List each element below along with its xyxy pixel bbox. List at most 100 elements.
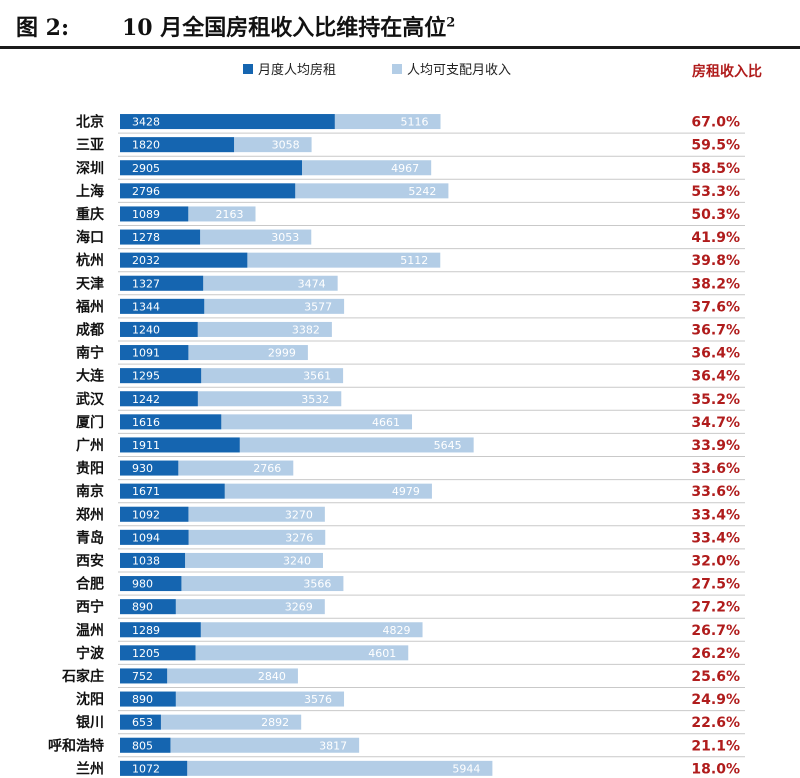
rent-value-label: 2796 — [132, 185, 160, 198]
income-value-label: 3532 — [301, 393, 329, 406]
rent-bar — [120, 414, 222, 430]
ratio-value: 67.0% — [691, 115, 740, 131]
rent-value-label: 2905 — [132, 162, 160, 175]
legend-swatch-income — [392, 64, 402, 74]
city-label: 三亚 — [76, 138, 104, 154]
chart-row: 郑州 1092 3270 33.4% — [76, 506, 745, 527]
rent-value-label: 1820 — [132, 139, 160, 152]
chart-row: 西安 1038 3240 32.0% — [76, 552, 745, 573]
city-label: 合肥 — [76, 576, 104, 593]
chart-row: 三亚 1820 3058 59.5% — [76, 137, 745, 157]
city-label: 上海 — [76, 183, 104, 200]
rent-value-label: 1295 — [132, 370, 160, 383]
city-label: 沈阳 — [76, 691, 104, 708]
rent-bar — [120, 391, 198, 407]
legend: 月度人均房租 人均可支配月收入 房租收入比 — [243, 62, 762, 80]
rent-bar — [120, 483, 225, 499]
chart-row: 温州 1289 4829 26.7% — [76, 622, 745, 642]
city-label: 南京 — [76, 483, 104, 500]
legend-label-income: 人均可支配月收入 — [407, 63, 511, 78]
chart-row: 南宁 1091 2999 36.4% — [76, 345, 745, 365]
chart-row: 天津 1327 3474 38.2% — [76, 275, 745, 296]
rent-value-label: 805 — [132, 739, 153, 752]
rent-bar — [120, 183, 296, 199]
city-label: 宁波 — [76, 645, 105, 662]
city-label: 西安 — [76, 552, 104, 569]
chart-row: 北京 3428 5116 67.0% — [76, 114, 745, 134]
city-label: 青岛 — [76, 529, 104, 546]
rent-bar — [120, 229, 201, 245]
income-value-label: 3269 — [285, 601, 313, 614]
city-label: 石家庄 — [61, 668, 104, 685]
rent-bar — [120, 529, 189, 545]
ratio-value: 36.7% — [691, 322, 740, 338]
rent-value-label: 1092 — [132, 508, 160, 521]
rent-value-label: 1240 — [132, 323, 160, 336]
income-value-label: 2766 — [253, 462, 281, 475]
income-value-label: 5112 — [400, 254, 428, 267]
income-value-label: 5645 — [434, 439, 462, 452]
ratio-value: 24.9% — [691, 692, 740, 708]
ratio-value: 53.3% — [691, 184, 740, 200]
city-label: 兰州 — [76, 760, 104, 777]
chart-row: 呼和浩特 805 3817 21.1% — [48, 737, 745, 758]
ratio-value: 32.0% — [691, 553, 740, 569]
chart-row: 厦门 1616 4661 34.7% — [76, 414, 745, 434]
income-value-label: 3561 — [303, 370, 331, 383]
legend-label-rent: 月度人均房租 — [258, 62, 336, 78]
rent-value-label: 1089 — [132, 208, 160, 221]
income-value-label: 5944 — [452, 762, 480, 775]
chart-rows: 北京 3428 5116 67.0% 三亚 1820 3058 59.5% 深圳 2905 4967… — [48, 114, 745, 777]
rent-value-label: 1094 — [132, 531, 160, 544]
rent-bar — [120, 298, 205, 314]
rent-bar — [120, 206, 189, 222]
city-label: 温州 — [76, 623, 104, 639]
rent-value-label: 1671 — [132, 485, 160, 498]
chart-row: 兰州 1072 5944 18.0% — [76, 760, 740, 777]
rent-bar — [120, 460, 179, 476]
city-label: 贵阳 — [76, 460, 104, 477]
rent-value-label: 653 — [132, 716, 153, 729]
ratio-value: 50.3% — [691, 207, 740, 223]
income-value-label: 3270 — [285, 508, 313, 521]
income-value-label: 2163 — [216, 208, 244, 221]
rent-bar — [120, 714, 161, 730]
figure-title-text: 10 月全国房租收入比维持在高位 — [122, 15, 447, 41]
rent-value-label: 752 — [132, 670, 153, 683]
income-value-label: 3276 — [285, 531, 313, 544]
legend-swatch-rent — [243, 64, 253, 74]
city-label: 北京 — [76, 114, 104, 131]
ratio-value: 33.4% — [691, 507, 740, 523]
rent-bar — [120, 737, 171, 753]
rent-bar — [120, 668, 168, 684]
chart-row: 海口 1278 3053 41.9% — [76, 229, 745, 250]
rent-bar — [120, 645, 196, 661]
rent-bar — [120, 506, 189, 522]
income-value-label: 3576 — [304, 693, 332, 706]
city-label: 广州 — [76, 437, 104, 454]
income-value-label: 3240 — [283, 554, 311, 567]
city-label: 深圳 — [76, 160, 104, 177]
rent-value-label: 1911 — [132, 439, 160, 452]
rent-value-label: 2032 — [132, 254, 160, 267]
rent-bar — [120, 368, 202, 384]
chart-row: 宁波 1205 4601 26.2% — [76, 645, 745, 665]
chart-row: 银川 653 2892 22.6% — [76, 714, 745, 735]
ratio-value: 33.6% — [691, 484, 740, 500]
rent-value-label: 1242 — [132, 393, 160, 406]
chart-row: 大连 1295 3561 36.4% — [76, 368, 745, 388]
income-value-label: 3566 — [303, 578, 331, 591]
ratio-value: 22.6% — [691, 715, 740, 731]
ratio-value: 27.5% — [691, 577, 740, 593]
income-value-label: 2840 — [258, 670, 286, 683]
chart-row: 杭州 2032 5112 39.8% — [76, 252, 745, 273]
chart-row: 上海 2796 5242 53.3% — [76, 183, 745, 203]
income-value-label: 4661 — [372, 416, 400, 429]
chart-row: 贵阳 930 2766 33.6% — [76, 460, 745, 481]
ratio-value: 21.1% — [691, 738, 740, 754]
rent-bar — [120, 321, 198, 337]
income-value-label: 3053 — [271, 231, 299, 244]
ratio-value: 37.6% — [691, 299, 740, 315]
income-value-label: 3577 — [304, 300, 332, 313]
income-bar — [120, 691, 345, 707]
